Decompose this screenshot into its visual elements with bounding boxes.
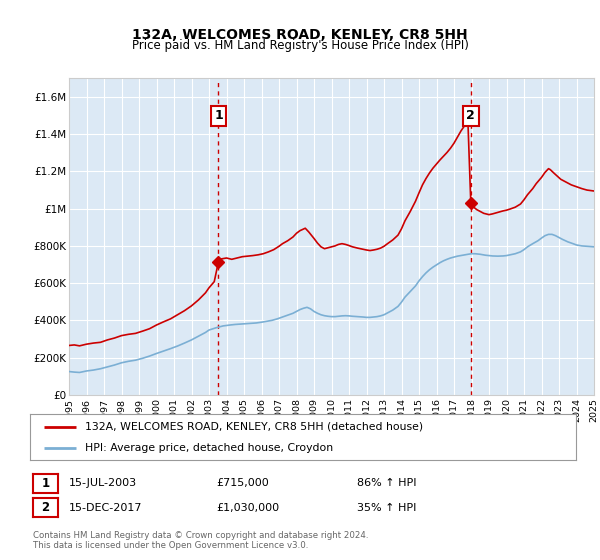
Text: 35% ↑ HPI: 35% ↑ HPI xyxy=(357,503,416,513)
Text: 15-DEC-2017: 15-DEC-2017 xyxy=(69,503,143,513)
Text: HPI: Average price, detached house, Croydon: HPI: Average price, detached house, Croy… xyxy=(85,443,333,453)
Text: 132A, WELCOMES ROAD, KENLEY, CR8 5HH (detached house): 132A, WELCOMES ROAD, KENLEY, CR8 5HH (de… xyxy=(85,422,423,432)
Text: 2: 2 xyxy=(466,109,475,122)
Text: Price paid vs. HM Land Registry's House Price Index (HPI): Price paid vs. HM Land Registry's House … xyxy=(131,39,469,53)
Text: 1: 1 xyxy=(214,109,223,122)
Text: 1: 1 xyxy=(41,477,50,490)
Text: 132A, WELCOMES ROAD, KENLEY, CR8 5HH: 132A, WELCOMES ROAD, KENLEY, CR8 5HH xyxy=(132,28,468,42)
Text: £715,000: £715,000 xyxy=(216,478,269,488)
Text: £1,030,000: £1,030,000 xyxy=(216,503,279,513)
Text: This data is licensed under the Open Government Licence v3.0.: This data is licensed under the Open Gov… xyxy=(33,541,308,550)
Text: 15-JUL-2003: 15-JUL-2003 xyxy=(69,478,137,488)
Text: 2: 2 xyxy=(41,501,50,515)
Text: Contains HM Land Registry data © Crown copyright and database right 2024.: Contains HM Land Registry data © Crown c… xyxy=(33,531,368,540)
Text: 86% ↑ HPI: 86% ↑ HPI xyxy=(357,478,416,488)
